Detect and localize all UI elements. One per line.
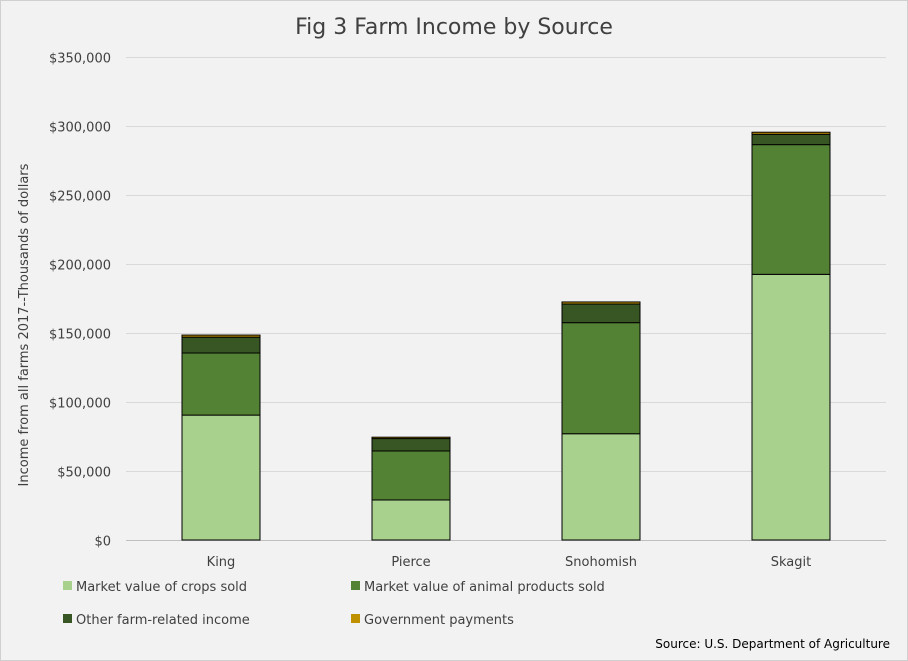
bar-segment-snohomish-series-1 [561,433,641,541]
chart-title: Fig 3 Farm Income by Source [295,15,613,40]
y-tick-label: $350,000 [49,52,111,67]
bar-segment-snohomish-series-2 [561,322,641,435]
bar-segment-king-series-4 [181,334,261,338]
bar-segment-pierce-series-3 [371,438,451,452]
legend-label: Market value of animal products sold [364,580,605,595]
bar-segment-pierce-series-4 [371,436,451,440]
legend-swatch [63,614,72,623]
bar-segment-pierce-series-1 [371,499,451,541]
bar-segment-king-series-2 [181,352,261,416]
bar-segment-king-series-3 [181,336,261,354]
legend-swatch [351,581,360,590]
y-tick-label: $250,000 [49,190,111,205]
bar-segment-skagit-series-3 [751,133,831,146]
bar-segment-skagit-series-4 [751,131,831,135]
y-tick-label: $150,000 [49,328,111,343]
legend-label: Other farm-related income [76,613,250,628]
x-axis-ticks: King Pierce Snohomish Skagit [207,555,812,570]
y-axis-title: Income from all farms 2017--Thousands of… [17,163,32,486]
y-tick-label: $200,000 [49,259,111,274]
bar-segment-skagit-series-1 [751,273,831,541]
x-tick-label: Skagit [771,555,811,570]
legend-swatch [63,581,72,590]
bar-segment-king-series-1 [181,414,261,541]
x-tick-label: King [207,555,236,570]
y-tick-label: $0 [94,535,111,550]
bar-segment-skagit-series-2 [751,144,831,275]
y-axis-ticks: $0 $50,000 $100,000 $150,000 $200,000 $250,00… [49,52,111,550]
legend-label: Market value of crops sold [76,580,247,595]
bar-segment-snohomish-series-4 [561,301,641,305]
y-tick-label: $300,000 [49,121,111,136]
bar-segment-snohomish-series-3 [561,303,641,324]
source-note: Source: U.S. Department of Agriculture [655,637,890,651]
x-tick-label: Snohomish [565,555,637,570]
x-tick-label: Pierce [391,555,430,570]
bar-segment-pierce-series-2 [371,450,451,501]
legend-swatch [351,614,360,623]
legend-label: Government payments [364,613,514,628]
bars [181,131,831,541]
y-tick-label: $50,000 [57,466,111,481]
y-tick-label: $100,000 [49,397,111,412]
legend: Market value of crops sold Market value o… [63,580,605,628]
